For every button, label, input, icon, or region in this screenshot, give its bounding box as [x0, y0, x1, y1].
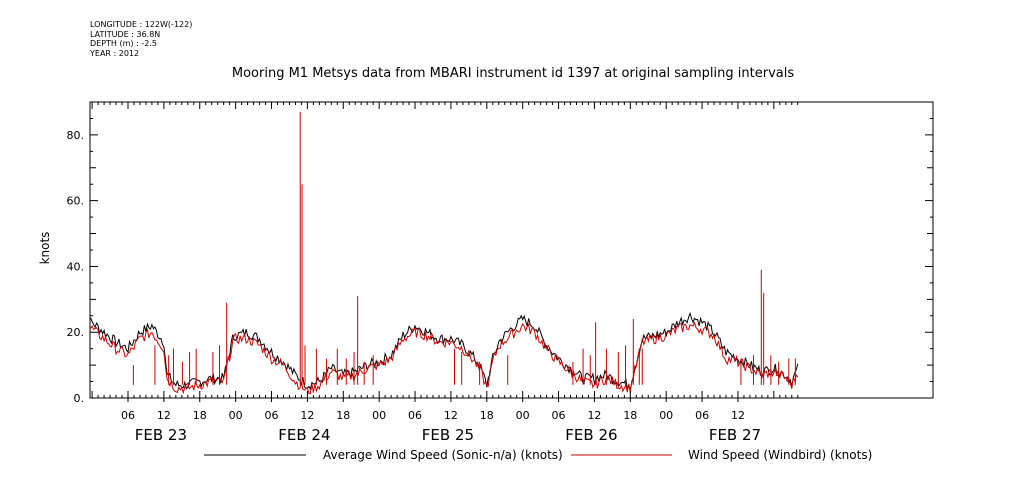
x-tick-label-16: 06	[695, 409, 709, 422]
day-label-4: FEB 27	[709, 426, 761, 444]
y-tick-label-0: 0.	[74, 392, 85, 405]
depth-label: DEPTH (m) : -2.5	[90, 39, 157, 48]
x-tick-label-5: 12	[300, 409, 314, 422]
day-label-0: FEB 23	[135, 426, 187, 444]
series-line-1	[90, 321, 799, 395]
x-tick-label-11: 00	[516, 409, 530, 422]
x-tick-label-9: 12	[444, 409, 458, 422]
x-tick-label-8: 06	[408, 409, 422, 422]
longitude-label: LONGITUDE : 122W(-122)	[90, 20, 193, 29]
metadata-block: LONGITUDE : 122W(-122) LATITUDE : 36.8N …	[90, 20, 192, 58]
series-line-0	[90, 311, 799, 391]
x-tick-label-1: 12	[157, 409, 171, 422]
x-tick-label-10: 18	[480, 409, 494, 422]
y-axis-label: knots	[38, 232, 52, 265]
x-tick-label-12: 06	[552, 409, 566, 422]
label-layer: 06 12 18 00 06 12 18 00 06 12 18 00 06 12 18 00 06 12 FEB …	[38, 129, 872, 462]
day-label-2: FEB 25	[422, 426, 474, 444]
frame-layer	[89, 101, 934, 402]
x-tick-label-2: 18	[193, 409, 207, 422]
chart-title: Mooring M1 Metsys data from MBARI instru…	[231, 66, 795, 81]
x-tick-label-6: 18	[336, 409, 350, 422]
x-tick-label-17: 12	[731, 409, 745, 422]
y-tick-label-3: 60.	[67, 195, 85, 208]
legend-label-0: Average Wind Speed (Sonic-n/a) (knots)	[323, 448, 563, 462]
y-tick-label-1: 20.	[67, 326, 85, 339]
x-tick-label-0: 06	[121, 409, 135, 422]
y-tick-label-2: 40.	[67, 260, 85, 273]
year-label: YEAR : 2012	[90, 48, 140, 58]
day-label-1: FEB 24	[278, 426, 330, 444]
legend-label-1: Wind Speed (Windbird) (knots)	[688, 448, 872, 462]
x-tick-label-14: 18	[623, 409, 637, 422]
x-tick-label-4: 06	[265, 409, 279, 422]
y-tick-label-4: 80.	[67, 129, 85, 142]
latitude-label: LATITUDE : 36.8N	[90, 29, 161, 39]
x-tick-label-15: 00	[659, 409, 673, 422]
x-tick-label-3: 00	[229, 409, 243, 422]
series-layer	[90, 111, 799, 395]
x-tick-label-13: 12	[587, 409, 601, 422]
x-minor-ticks	[91, 102, 799, 398]
plot-frame	[89, 101, 934, 399]
y-ticks	[90, 101, 933, 399]
day-label-3: FEB 26	[565, 426, 617, 444]
x-tick-label-7: 00	[372, 409, 386, 422]
